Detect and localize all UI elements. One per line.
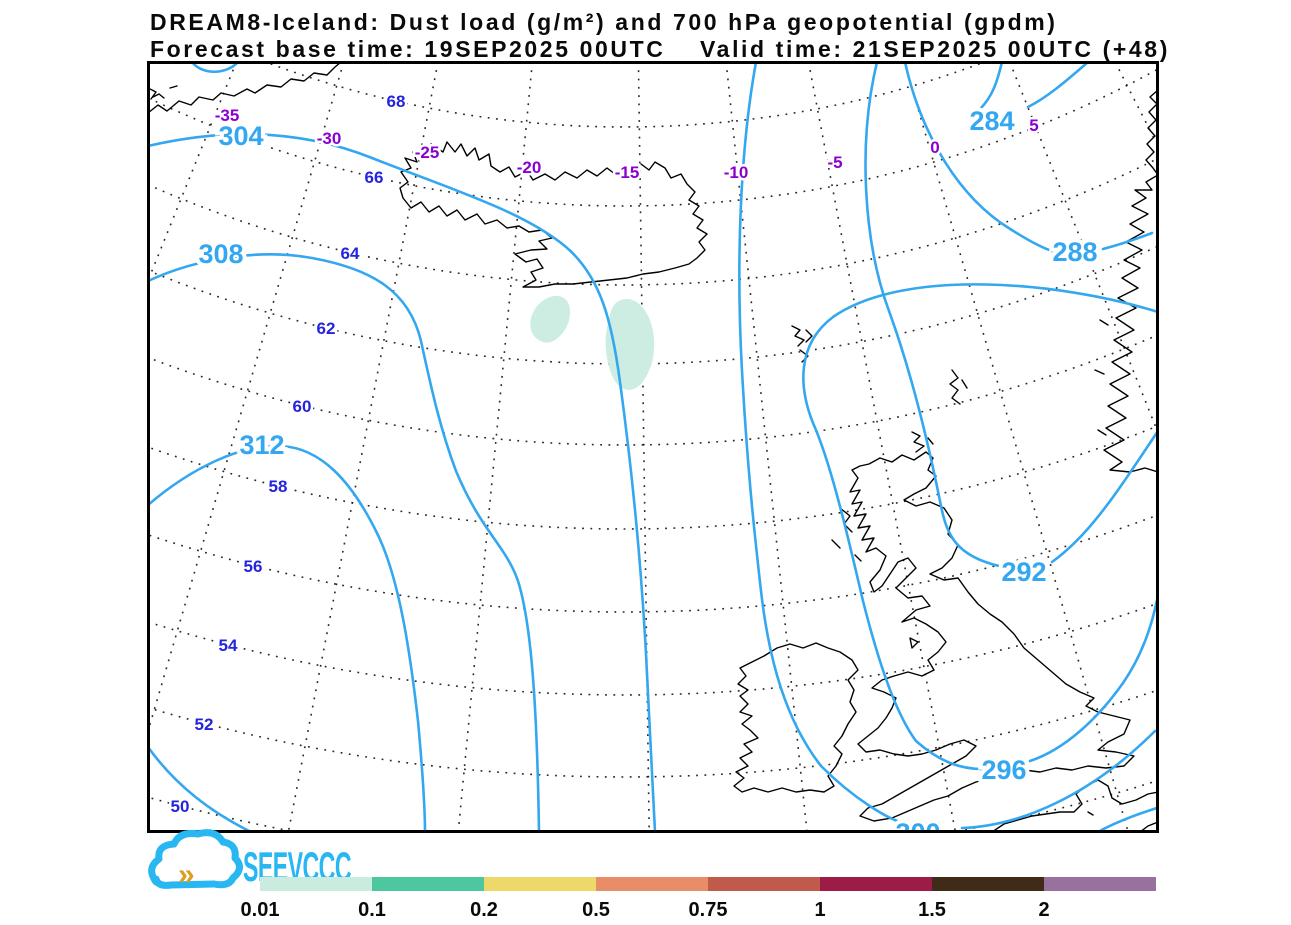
- colorbar-tick-label: 0.5: [582, 899, 610, 921]
- colorbar-tick-label: 0.75: [689, 899, 728, 921]
- graticule-parallel: [148, 424, 1158, 530]
- contour-arc-top-left: [190, 62, 240, 74]
- colorbar-segment: [484, 877, 596, 891]
- logo-arrow-icon: »: [178, 858, 195, 891]
- colorbar-segment: [932, 877, 1044, 891]
- colorbar-segment: [372, 877, 484, 891]
- colorbar-tick-label: 0.1: [358, 899, 386, 921]
- map-border: [147, 61, 1159, 833]
- graticule-meridian: [0, 62, 124, 832]
- contour-316: [148, 745, 253, 832]
- geopotential-contour-label: 312: [239, 430, 284, 460]
- contour-312: [148, 444, 427, 832]
- longitude-label: -15: [615, 163, 640, 182]
- latitude-label: 66: [365, 168, 384, 187]
- latitude-label: 54: [219, 636, 238, 655]
- latitude-label: 60: [293, 397, 312, 416]
- coastlines: [148, 62, 1158, 832]
- colorbar-segment: [820, 877, 932, 891]
- graticule-parallel: [148, 157, 1158, 286]
- chart-title: DREAM8-Iceland: Dust load (g/m²) and 700…: [150, 9, 1058, 35]
- valid-time: Valid time: 21SEP2025 00UTC (+48): [700, 36, 1170, 62]
- colorbar-tick-label: 0.2: [470, 899, 498, 921]
- forecast-base-time: Forecast base time: 19SEP2025 00UTC: [150, 36, 665, 62]
- contour-292: [864, 62, 1158, 568]
- france-coast: [991, 779, 1158, 832]
- geopotential-contours: [148, 62, 1158, 832]
- ireland-coast: [733, 642, 859, 793]
- geopotential-contour-label: 284: [969, 106, 1014, 136]
- longitude-label: -10: [724, 163, 749, 182]
- graticule-meridian: [903, 62, 1129, 832]
- colorbar-tick-label: 0.01: [241, 899, 280, 921]
- graticule-meridian: [148, 62, 345, 735]
- graticule-meridian: [1009, 62, 1158, 435]
- geopotential-contour-label: 292: [1001, 557, 1046, 587]
- latitude-label: 50: [171, 797, 190, 816]
- graticule-meridian: [637, 62, 650, 832]
- geopotential-contour-label: 304: [218, 121, 263, 151]
- longitude-label: -30: [317, 129, 342, 148]
- dust-patch-west: [530, 295, 571, 343]
- longitude-label: -5: [827, 153, 842, 172]
- graticule-meridian: [287, 62, 439, 832]
- longitude-label: -20: [517, 158, 542, 177]
- geopotential-contour-label: 288: [1052, 237, 1097, 267]
- colorbar-tick-label: 1.5: [918, 899, 946, 921]
- graticule-meridian: [1114, 62, 1158, 148]
- dust-load-shading: [530, 295, 655, 390]
- colorbar-segment: [260, 877, 372, 891]
- geopotential-labels: 284 288 292 296 300 304 308 312: [194, 102, 1101, 848]
- graticule-meridian: [807, 62, 957, 832]
- cloud-icon: [148, 829, 243, 889]
- orkney-coast: [911, 431, 934, 453]
- faroe-islands-coast: [791, 325, 813, 363]
- latitude-label: 52: [195, 715, 214, 734]
- latitude-label: 68: [387, 92, 406, 111]
- longitude-labels: -35 -30 -25 -20 -15 -10 -5 0 5: [212, 104, 1041, 185]
- latitude-label: 62: [317, 319, 336, 338]
- norway-coast: [1094, 89, 1158, 473]
- colorbar-tick-label: 1: [814, 899, 825, 921]
- longitude-label: -35: [215, 106, 240, 125]
- contour-308: [148, 253, 541, 832]
- contour-304: [148, 132, 657, 832]
- iceland-coast: [399, 141, 708, 288]
- colorbar-segment: [596, 877, 708, 891]
- latitude-label: 64: [341, 244, 360, 263]
- hebrides-coast: [831, 507, 862, 562]
- graticule-meridian: [457, 62, 534, 832]
- contour-arc-bottom-right: [1096, 806, 1158, 832]
- latitude-labels: 68 66 64 62 60 58 56 54 52 50: [168, 90, 408, 819]
- contour-296: [802, 283, 1158, 771]
- contour-288: [903, 62, 1154, 253]
- contour-300: [738, 62, 1157, 830]
- greenland-coast: [148, 62, 342, 114]
- colorbar-segment: [708, 877, 820, 891]
- isle-of-man-coast: [909, 637, 919, 649]
- dust-load-colorbar: 0.01 0.1 0.2 0.5 0.75 1 1.5 2: [241, 877, 1156, 921]
- graticule-parallel: [148, 779, 1158, 832]
- longitude-label: 5: [1029, 116, 1038, 135]
- latitude-label: 58: [269, 477, 288, 496]
- latitude-label: 56: [244, 557, 263, 576]
- shetland-coast: [949, 369, 968, 405]
- colorbar-tick-label: 2: [1038, 899, 1049, 921]
- geopotential-contour-label: 300: [895, 818, 940, 848]
- geopotential-contour-label: 296: [981, 755, 1026, 785]
- contour-284: [978, 62, 1090, 111]
- longitude-label: -25: [415, 143, 440, 162]
- colorbar-segment: [1044, 877, 1156, 891]
- geopotential-contour-label: 308: [198, 239, 243, 269]
- great-britain-coast: [849, 451, 1135, 822]
- graticule-parallel: [148, 68, 1158, 207]
- longitude-label: 0: [930, 138, 939, 157]
- graticule-parallel: [148, 514, 1158, 613]
